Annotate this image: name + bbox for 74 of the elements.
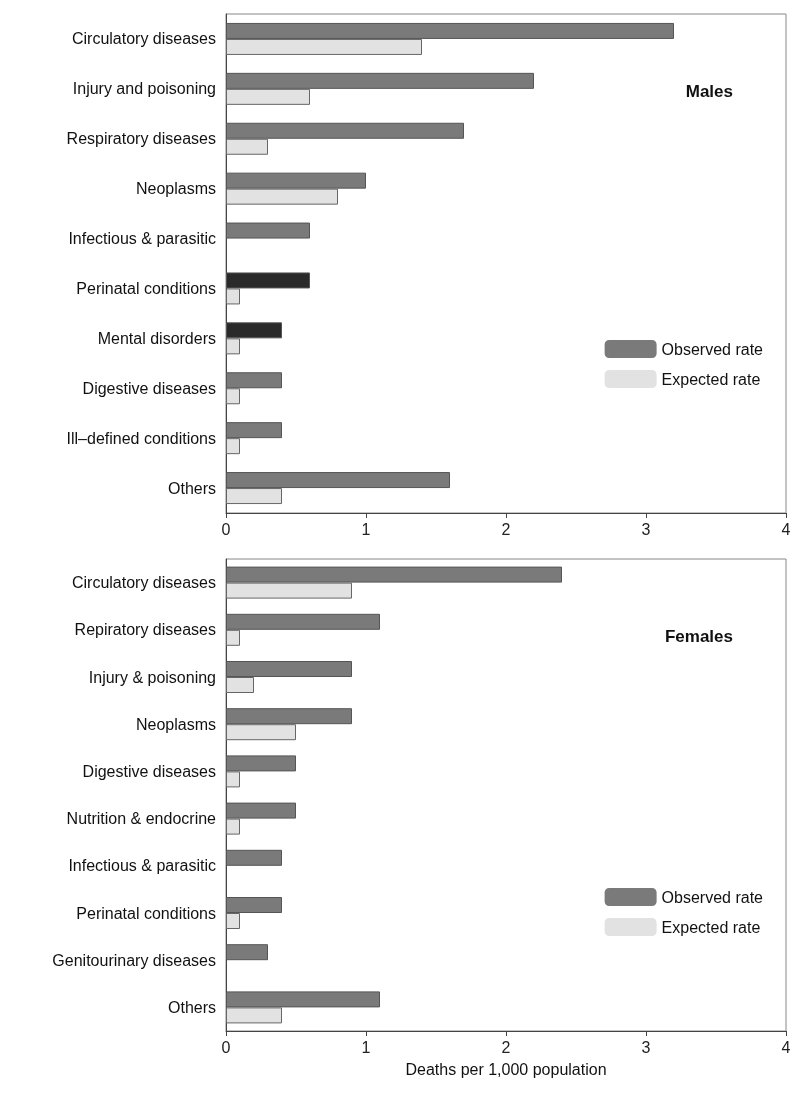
- x-tick-label: 4: [781, 1038, 791, 1056]
- legend-label: Expected rate: [661, 918, 761, 936]
- y-tick-label: Genitourinary diseases: [52, 951, 216, 969]
- y-tick-label: Others: [167, 998, 216, 1016]
- y-tick-label: Mental disorders: [97, 329, 216, 347]
- x-tick-label: 0: [221, 520, 231, 538]
- bar: [226, 661, 352, 677]
- bar: [226, 188, 338, 205]
- bar: [226, 913, 240, 929]
- text: Males: [685, 82, 733, 101]
- bar: [226, 582, 352, 599]
- bar: [226, 438, 240, 455]
- bar: [226, 72, 534, 89]
- bar: [226, 488, 282, 505]
- bar: [226, 122, 464, 139]
- bar: [226, 222, 310, 239]
- y-tick-label: Injury & poisoning: [88, 668, 216, 686]
- bar: [226, 288, 240, 305]
- y-tick-label: Digestive diseases: [82, 762, 216, 780]
- x-tick-label: 0: [221, 1038, 231, 1056]
- x-axis-title: Deaths per 1,000 population: [405, 1060, 607, 1078]
- y-tick-label: Infectious & parasitic: [68, 230, 216, 248]
- bar: [226, 338, 240, 355]
- x-tick-label: 3: [641, 520, 651, 538]
- legend-label: Observed rate: [661, 888, 764, 906]
- y-tick-label: Circulatory diseases: [71, 574, 216, 592]
- x-tick-label: 2: [501, 1038, 511, 1056]
- text: Females: [664, 627, 734, 646]
- y-tick-label: Infectious & parasitic: [68, 857, 216, 875]
- x-tick-label: 2: [501, 520, 511, 538]
- y-tick-label: Circulatory diseases: [71, 30, 216, 48]
- bar: [226, 849, 282, 866]
- bar: [226, 272, 310, 289]
- y-tick-label: Neoplasms: [135, 715, 216, 733]
- bar: [226, 802, 296, 819]
- bar: [226, 172, 366, 189]
- bar: [226, 1007, 282, 1024]
- bar: [226, 322, 282, 339]
- y-tick-label: Others: [167, 479, 216, 497]
- bar: [226, 388, 240, 405]
- bar: [226, 472, 450, 489]
- bar: [226, 38, 422, 55]
- y-tick-label: Perinatal conditions: [76, 279, 216, 297]
- x-tick-label: 4: [781, 520, 791, 538]
- y-tick-label: Nutrition & endocrine: [66, 810, 217, 828]
- bar: [226, 897, 282, 913]
- bar: [226, 566, 562, 583]
- x-tick-label: 1: [361, 520, 371, 538]
- bar: [226, 613, 380, 630]
- bar: [226, 138, 268, 155]
- legend-label: Expected rate: [661, 370, 761, 388]
- x-tick-label: 1: [361, 1038, 371, 1056]
- y-tick-label: Respiratory diseases: [66, 130, 216, 148]
- y-tick-label: Neoplasms: [135, 180, 216, 198]
- bar: [226, 818, 240, 835]
- bar: [226, 422, 282, 439]
- y-tick-label: Ill–defined conditions: [66, 429, 216, 447]
- legend-label: Observed rate: [661, 340, 764, 358]
- x-tick-label: 3: [641, 1038, 651, 1056]
- y-tick-label: Digestive diseases: [82, 379, 216, 397]
- bar: [226, 771, 240, 788]
- bar: [226, 372, 282, 389]
- bar: [226, 22, 674, 39]
- y-tick-label: Perinatal conditions: [76, 904, 216, 922]
- y-tick-label: Injury and poisoning: [72, 80, 216, 98]
- bar: [226, 88, 310, 105]
- bar: [226, 944, 268, 961]
- bar: [226, 708, 352, 725]
- bar: [226, 724, 296, 741]
- bar: [226, 991, 380, 1008]
- bar: [226, 755, 296, 772]
- bar: [226, 629, 240, 646]
- y-tick-label: Repiratory diseases: [74, 621, 216, 639]
- bar: [226, 677, 254, 693]
